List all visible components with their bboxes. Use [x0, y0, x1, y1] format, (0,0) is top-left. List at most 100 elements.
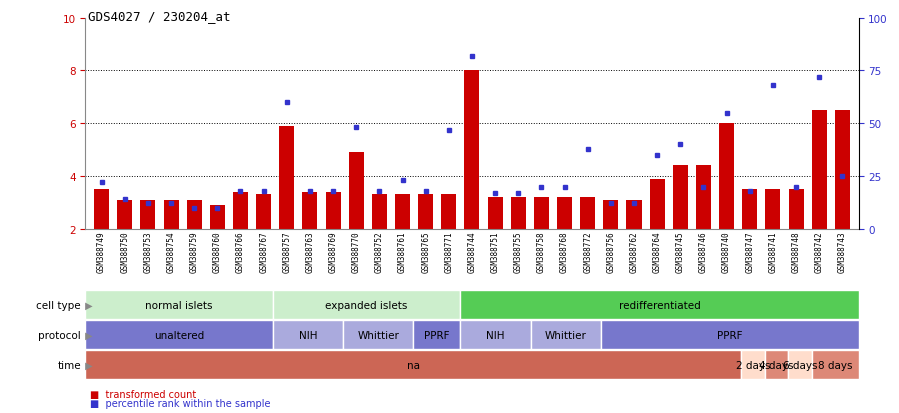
Text: ▶: ▶ — [82, 300, 93, 310]
Text: GSM388772: GSM388772 — [583, 231, 592, 273]
Bar — [233, 192, 248, 229]
Bar — [272, 320, 343, 349]
Text: 6 days: 6 days — [783, 360, 817, 370]
Text: GSM388754: GSM388754 — [166, 231, 175, 273]
Text: GSM388763: GSM388763 — [306, 231, 315, 273]
Text: NIH: NIH — [298, 330, 317, 340]
Text: Whittier: Whittier — [357, 330, 399, 340]
Bar — [280, 126, 294, 229]
Text: GSM388742: GSM388742 — [814, 231, 823, 273]
Text: unaltered: unaltered — [154, 330, 204, 340]
Bar — [534, 197, 549, 229]
Bar — [441, 195, 457, 229]
Bar — [187, 200, 201, 229]
Bar — [85, 351, 742, 380]
Text: redifferentiated: redifferentiated — [619, 300, 700, 310]
Text: protocol: protocol — [38, 330, 81, 340]
Text: time: time — [58, 360, 81, 370]
Text: 4 days: 4 days — [760, 360, 794, 370]
Text: ■  transformed count: ■ transformed count — [90, 389, 196, 399]
Text: GSM388752: GSM388752 — [375, 231, 384, 273]
Bar — [627, 200, 642, 229]
Text: GSM388760: GSM388760 — [213, 231, 222, 273]
Bar — [743, 190, 757, 229]
Text: NIH: NIH — [486, 330, 504, 340]
Bar — [765, 351, 788, 380]
Text: GSM388767: GSM388767 — [259, 231, 268, 273]
Text: expanded islets: expanded islets — [325, 300, 408, 310]
Bar — [835, 111, 850, 229]
Text: GSM388755: GSM388755 — [513, 231, 523, 273]
Text: GSM388762: GSM388762 — [629, 231, 638, 273]
Bar — [788, 190, 804, 229]
Text: Whittier: Whittier — [545, 330, 587, 340]
Bar — [414, 320, 460, 349]
Text: ■  percentile rank within the sample: ■ percentile rank within the sample — [90, 398, 271, 408]
Bar — [696, 166, 711, 229]
Text: cell type: cell type — [36, 300, 81, 310]
Text: GSM388746: GSM388746 — [699, 231, 708, 273]
Bar — [140, 200, 156, 229]
Text: GSM388771: GSM388771 — [444, 231, 453, 273]
Text: GSM388764: GSM388764 — [653, 231, 662, 273]
Bar — [530, 320, 601, 349]
Text: ▶: ▶ — [82, 360, 93, 370]
Text: GSM388745: GSM388745 — [676, 231, 685, 273]
Text: GSM388753: GSM388753 — [144, 231, 153, 273]
Text: GSM388750: GSM388750 — [120, 231, 129, 273]
Text: 8 days: 8 days — [818, 360, 852, 370]
Text: PPRF: PPRF — [717, 330, 743, 340]
Text: PPRF: PPRF — [424, 330, 450, 340]
Bar — [256, 195, 271, 229]
Text: GSM388747: GSM388747 — [745, 231, 754, 273]
Bar — [94, 190, 109, 229]
Text: normal islets: normal islets — [146, 300, 213, 310]
Bar — [209, 206, 225, 229]
Text: GSM388744: GSM388744 — [467, 231, 476, 273]
Bar — [85, 290, 272, 319]
Text: GSM388759: GSM388759 — [190, 231, 199, 273]
Bar — [465, 71, 479, 229]
Bar — [603, 200, 619, 229]
Text: GSM388769: GSM388769 — [329, 231, 338, 273]
Text: GSM388743: GSM388743 — [838, 231, 847, 273]
Bar — [812, 351, 859, 380]
Bar — [511, 197, 526, 229]
Bar — [164, 200, 179, 229]
Text: GSM388766: GSM388766 — [236, 231, 245, 273]
Text: 2 days: 2 days — [736, 360, 770, 370]
Text: GSM388768: GSM388768 — [560, 231, 569, 273]
Bar — [719, 124, 734, 229]
Text: GSM388761: GSM388761 — [398, 231, 407, 273]
Bar — [418, 195, 433, 229]
Bar — [580, 197, 595, 229]
Bar — [349, 153, 364, 229]
Text: GSM388740: GSM388740 — [722, 231, 731, 273]
Bar — [788, 351, 812, 380]
Text: GSM388741: GSM388741 — [769, 231, 778, 273]
Bar — [812, 111, 827, 229]
Text: GSM388757: GSM388757 — [282, 231, 291, 273]
Bar — [650, 179, 664, 229]
Bar — [460, 290, 859, 319]
Bar — [557, 197, 572, 229]
Bar — [460, 320, 530, 349]
Bar — [742, 351, 765, 380]
Text: ▶: ▶ — [82, 330, 93, 340]
Text: GSM388770: GSM388770 — [352, 231, 360, 273]
Text: GSM388749: GSM388749 — [97, 231, 106, 273]
Bar — [302, 192, 317, 229]
Bar — [672, 166, 688, 229]
Bar — [117, 200, 132, 229]
Text: GSM388748: GSM388748 — [791, 231, 800, 273]
Bar — [395, 195, 410, 229]
Text: GSM388751: GSM388751 — [491, 231, 500, 273]
Bar — [765, 190, 780, 229]
Bar — [601, 320, 859, 349]
Bar — [325, 192, 341, 229]
Text: na: na — [407, 360, 420, 370]
Text: GSM388765: GSM388765 — [421, 231, 431, 273]
Bar — [272, 290, 460, 319]
Bar — [372, 195, 387, 229]
Text: GDS4027 / 230204_at: GDS4027 / 230204_at — [88, 10, 231, 23]
